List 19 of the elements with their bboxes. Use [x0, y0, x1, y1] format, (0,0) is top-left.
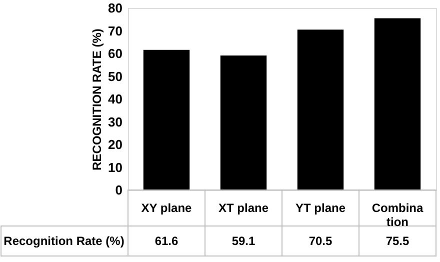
y-tick-label: 40: [108, 92, 122, 106]
y-tick-label: 50: [108, 68, 122, 84]
data-label: 61.6: [154, 234, 178, 248]
y-tick-label: 10: [108, 160, 122, 175]
y-tick-label: 80: [108, 0, 122, 16]
x-tick-label: XT plane: [218, 201, 269, 215]
x-tick-label: XY plane: [141, 201, 192, 215]
y-tick-label: 20: [108, 137, 122, 152]
y-tick-label: 70: [108, 23, 122, 38]
y-tick-label: 60: [108, 46, 122, 61]
y-tick-label: 30: [108, 114, 122, 130]
x-tick-label: YT plane: [295, 201, 346, 215]
data-label: 75.5: [386, 234, 410, 248]
data-label: 59.1: [232, 234, 256, 248]
text: Recognition Rate (%): [4, 234, 124, 248]
x-tick-label: Combination: [372, 201, 424, 229]
data-label: 70.5: [308, 234, 332, 248]
y-tick-label: 0: [115, 182, 122, 198]
y-axis-title: RECOGNITION RATE (%): [90, 28, 104, 170]
